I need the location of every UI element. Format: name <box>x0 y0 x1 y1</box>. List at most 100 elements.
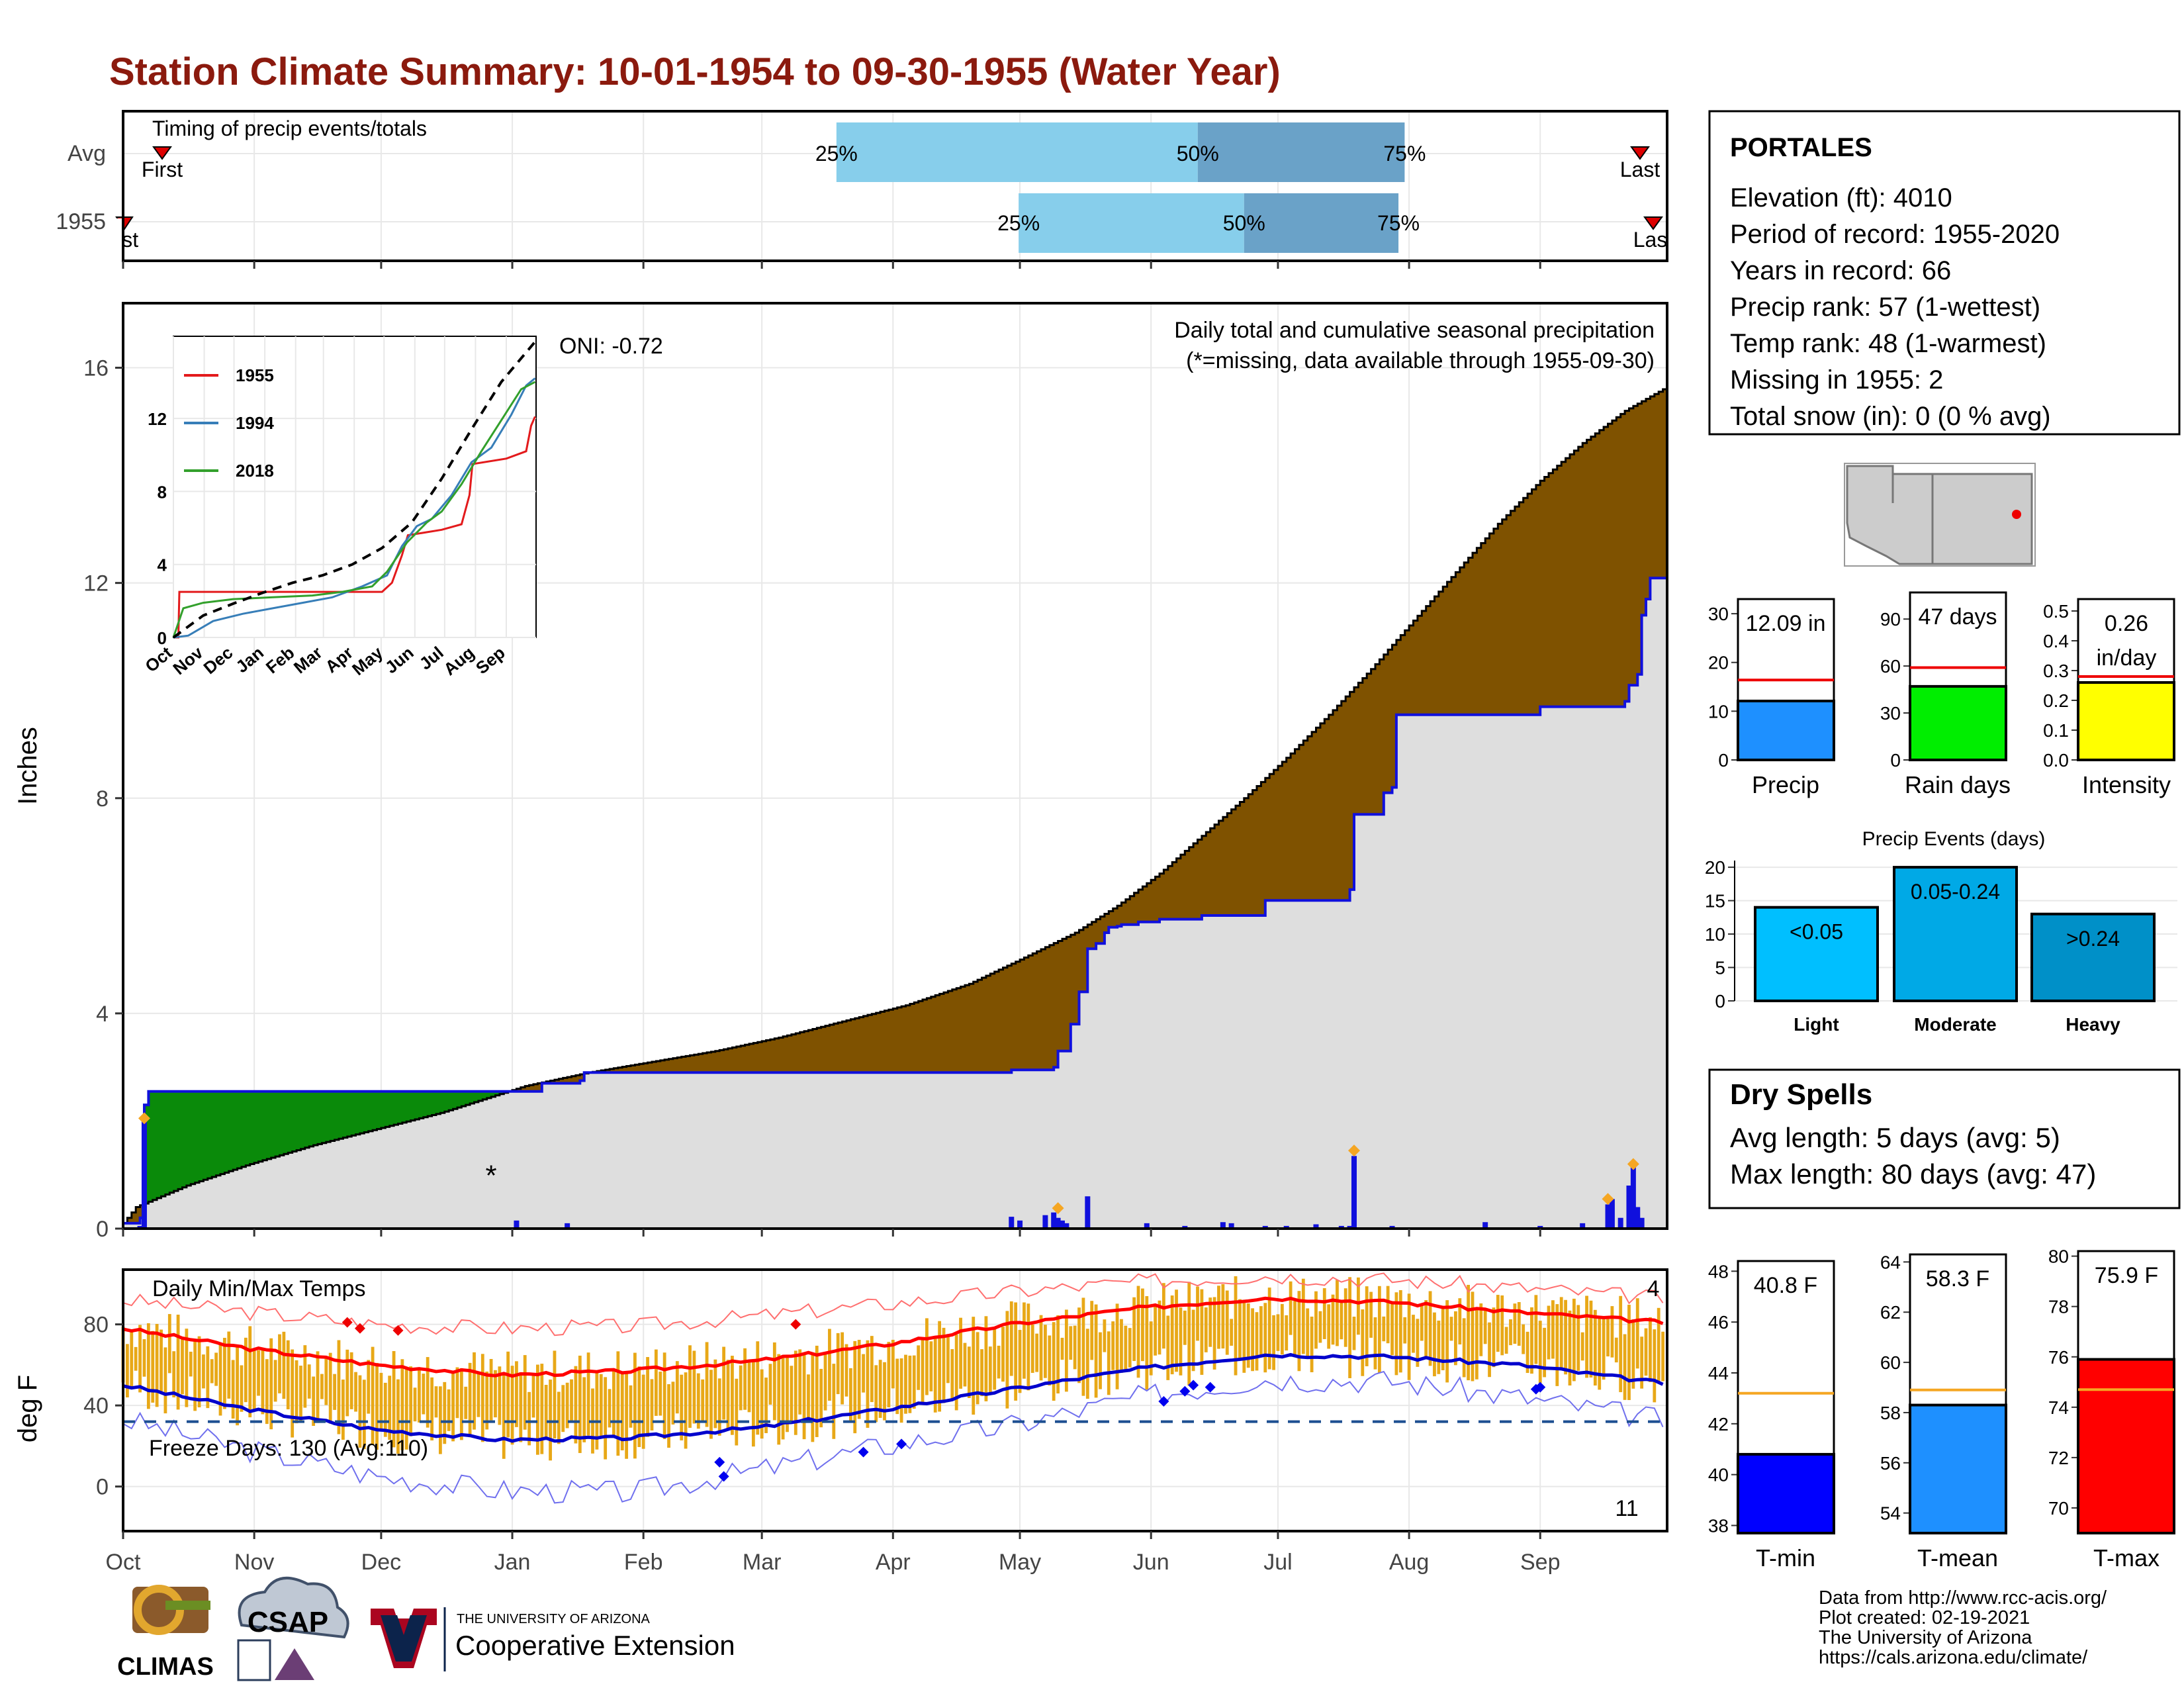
daily-temp-range-bar <box>240 1365 244 1412</box>
small-bar-y-tick-label: 64 <box>1880 1252 1901 1272</box>
daily-temp-range-bar <box>202 1354 205 1389</box>
daily-temp-range-bar <box>498 1366 502 1425</box>
daily-temp-range-bar <box>1120 1319 1123 1373</box>
daily-temp-range-bar <box>1382 1316 1386 1342</box>
daily-temp-range-bar <box>489 1358 493 1421</box>
daily-temp-range-bar <box>980 1349 983 1397</box>
daily-temp-range-bar <box>1149 1321 1153 1376</box>
daily-temp-range-bar <box>1522 1324 1525 1354</box>
small-bar-y-tick-label: 0 <box>1890 750 1901 771</box>
daily-temp-range-bar <box>1255 1312 1259 1371</box>
event-bar-label: 0.05-0.24 <box>1911 880 2000 904</box>
daily-temp-range-bar <box>633 1352 637 1459</box>
daily-temp-range-bar <box>1416 1319 1420 1367</box>
daily-temp-range-bar <box>1259 1306 1263 1356</box>
daily-temp-range-bar <box>608 1389 612 1428</box>
daily-temp-range-bar <box>163 1347 167 1414</box>
record-low-marker <box>1158 1396 1169 1407</box>
daily-temp-range-bar <box>1242 1303 1246 1373</box>
small-bar-y-tick-label: 0 <box>1718 750 1729 771</box>
temp-x-tick-label: Aug <box>1389 1550 1430 1575</box>
daily-temp-range-bar <box>1069 1326 1073 1360</box>
precip-note: Daily total and cumulative seasonal prec… <box>1174 318 1655 343</box>
daily-temp-range-bar <box>1602 1316 1606 1380</box>
daily-temp-range-bar <box>138 1325 142 1393</box>
event-bar-label: <0.05 <box>1790 920 1843 944</box>
daily-temp-range-bar <box>485 1371 489 1430</box>
daily-temp-range-bar <box>349 1352 353 1409</box>
daily-temp-range-bar <box>1433 1312 1436 1377</box>
daily-temp-range-bar <box>1424 1300 1428 1358</box>
daily-temp-range-bar <box>1128 1328 1132 1368</box>
daily-precip-bar <box>1144 1223 1150 1229</box>
daily-temp-range-bar <box>1403 1317 1407 1344</box>
record-low-marker <box>858 1446 869 1458</box>
daily-temp-range-bar <box>218 1342 222 1416</box>
daily-temp-range-bar <box>848 1368 852 1423</box>
station-name: PORTALES <box>1730 133 1872 162</box>
daily-temp-range-bar <box>646 1357 649 1437</box>
daily-temp-range-bar <box>494 1370 497 1418</box>
daily-precip-bar <box>1482 1222 1488 1229</box>
daily-temp-range-bar <box>616 1351 620 1456</box>
daily-temp-range-bar <box>341 1380 345 1440</box>
intensity-value-unit: in/day <box>2097 645 2157 671</box>
small-bar-y-tick-label: 80 <box>2048 1246 2069 1267</box>
daily-temp-range-bar <box>794 1350 797 1435</box>
daily-temp-range-bar <box>680 1374 684 1440</box>
inset-y-tick-label: 0 <box>158 628 167 648</box>
daily-temp-range-bar <box>159 1329 163 1393</box>
temp-x-tick-label: Jul <box>1263 1550 1292 1575</box>
daily-temp-range-bar <box>1365 1286 1369 1366</box>
daily-precip-bar <box>1085 1196 1091 1229</box>
station-location-dot <box>2012 510 2021 519</box>
daily-temp-range-bar <box>515 1361 518 1427</box>
events-y-tick-label: 10 <box>1705 924 1725 945</box>
daily-temp-range-bar <box>527 1391 531 1446</box>
daily-temp-range-bar <box>480 1354 484 1442</box>
daily-temp-range-bar <box>282 1331 286 1399</box>
daily-temp-range-bar <box>244 1337 248 1403</box>
small-bar-y-tick-label: 44 <box>1708 1363 1729 1383</box>
daily-temp-range-bar <box>883 1362 886 1421</box>
temp-x-tick-label: Feb <box>624 1550 663 1575</box>
small-bar-y-tick-label: 46 <box>1708 1312 1729 1333</box>
daily-precip-bar <box>1017 1220 1023 1229</box>
small-bar-y-tick-label: 0.2 <box>2043 690 2069 711</box>
daily-temp-range-bar <box>625 1374 629 1459</box>
inset-y-tick-label: 4 <box>158 555 167 575</box>
daily-temp-range-bar <box>1044 1325 1047 1378</box>
daily-temp-range-bar <box>735 1378 739 1446</box>
average-cumulative-line <box>122 388 1667 1225</box>
small-bar-y-tick-label: 58 <box>1880 1403 1901 1423</box>
daily-temp-range-bar <box>1606 1317 1610 1357</box>
daily-temp-range-bar <box>921 1338 925 1403</box>
station-info-box: PORTALES Elevation (ft): 4010 Period of r… <box>1708 110 2181 436</box>
csap-logo-text: CSAP <box>248 1606 328 1638</box>
daily-temp-range-bar <box>1496 1295 1500 1352</box>
daily-precip-bar <box>1051 1212 1057 1229</box>
daily-temp-range-bar <box>570 1379 573 1421</box>
timing-row-year-label: 1955 <box>56 209 106 234</box>
daily-temp-range-bar <box>722 1346 726 1420</box>
daily-temp-range-bar <box>841 1332 844 1405</box>
daily-temp-range-bar <box>409 1366 413 1436</box>
daily-temp-range-bar <box>950 1349 954 1399</box>
daily-temp-range-bar <box>337 1340 341 1434</box>
avg-p25-label: 25% <box>815 142 858 165</box>
daily-temp-range-bar <box>641 1374 645 1449</box>
daily-temp-range-bar <box>1653 1329 1657 1403</box>
daily-temp-range-bar <box>312 1376 316 1427</box>
daily-temp-range-bar <box>155 1324 159 1407</box>
daily-temp-range-bar <box>963 1342 967 1387</box>
daily-temp-range-bar <box>1580 1332 1584 1361</box>
extreme-event-marker <box>138 1112 150 1125</box>
daily-temp-range-bar <box>404 1369 408 1450</box>
daily-temp-range-bar <box>760 1369 764 1439</box>
daily-temp-range-bar <box>291 1349 295 1438</box>
daily-temp-range-bar <box>1428 1291 1432 1366</box>
daily-temp-range-bar <box>942 1327 946 1403</box>
daily-temp-range-bar <box>1023 1302 1026 1379</box>
daily-temp-range-bar <box>777 1354 781 1445</box>
daily-temp-range-bar <box>1543 1327 1547 1378</box>
